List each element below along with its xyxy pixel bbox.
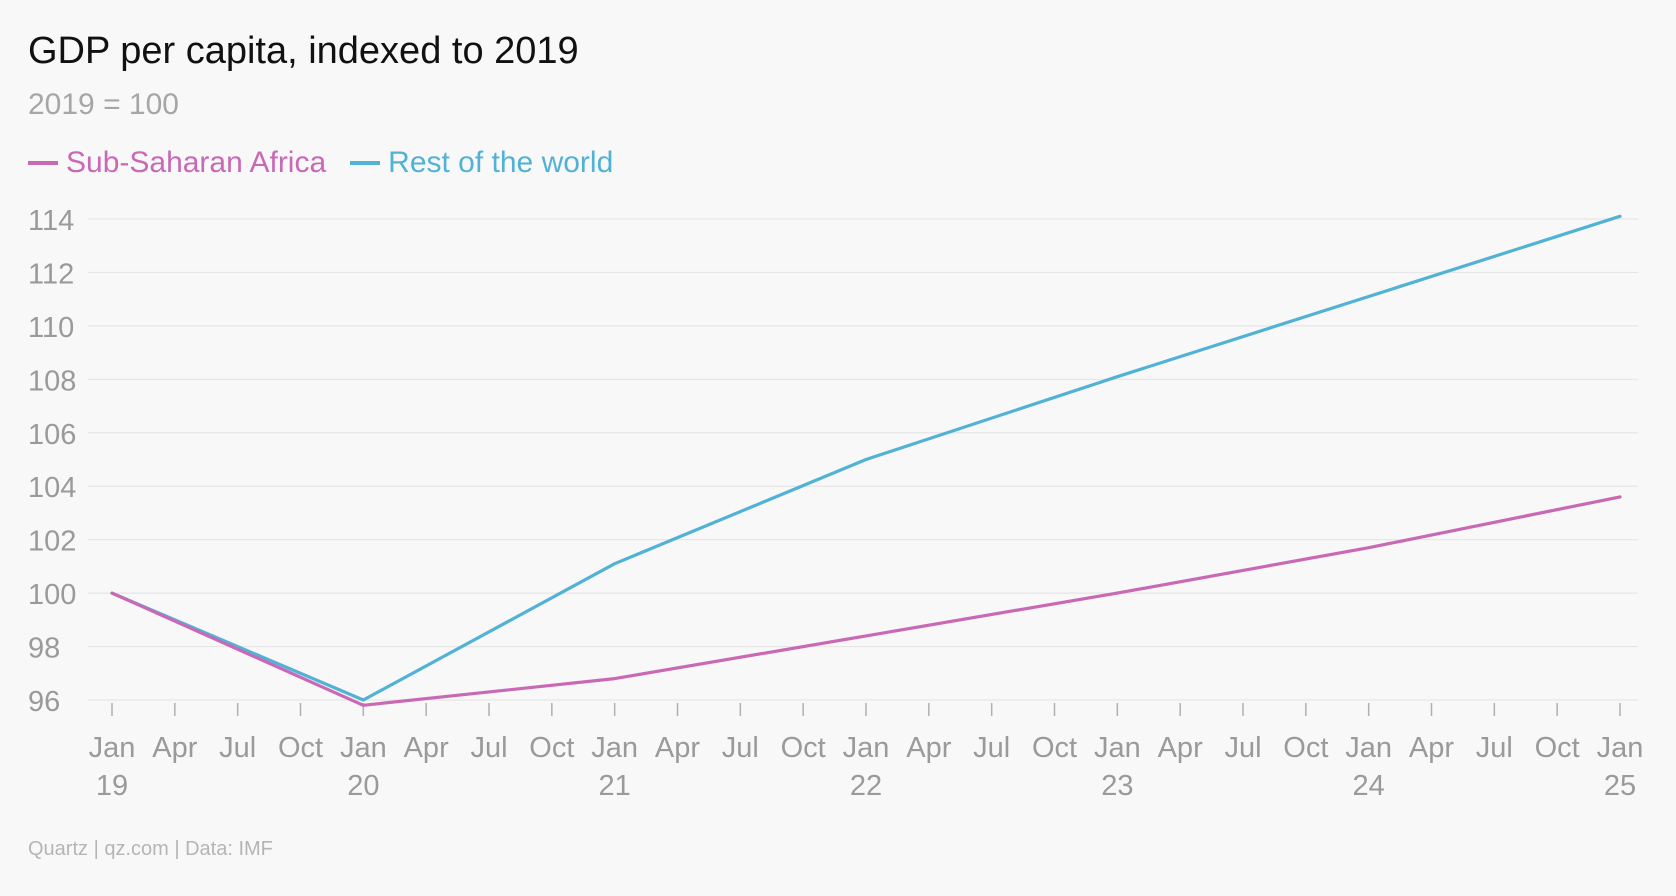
x-tick-label-month: Jul — [470, 732, 507, 764]
x-tick-label-month: Apr — [1409, 732, 1454, 764]
y-tick-label: 98 — [28, 633, 60, 665]
x-tick-label-month: Oct — [529, 732, 574, 764]
x-tick-label-month: Jul — [1224, 732, 1261, 764]
x-tick-label-month: Jul — [1476, 732, 1513, 764]
series-lines — [110, 214, 1622, 707]
x-tick-label-month: Jul — [722, 732, 759, 764]
gridlines — [88, 218, 1638, 701]
source-note: Quartz | qz.com | Data: IMF — [28, 838, 273, 860]
series-line-rest-of-the-world — [110, 214, 1622, 702]
x-tick-label-year: 20 — [347, 770, 379, 802]
y-tick-label: 110 — [28, 312, 74, 344]
x-tick-label-month: Jan — [89, 732, 136, 764]
legend-item-rest-of-the-world: Rest of the world — [350, 146, 613, 180]
chart-subtitle: 2019 = 100 — [28, 88, 179, 121]
y-tick-label: 104 — [28, 472, 76, 504]
x-tick-label-year: 23 — [1101, 770, 1133, 802]
y-tick-label: 96 — [28, 686, 60, 718]
y-tick-label: 114 — [28, 205, 74, 237]
legend-swatch-sub-saharan-africa — [28, 161, 58, 165]
y-tick-label: 102 — [28, 526, 76, 558]
x-tick-label-year: 22 — [850, 770, 882, 802]
legend-swatch-rest-of-the-world — [350, 161, 381, 165]
legend-label-sub-saharan-africa: Sub-Saharan Africa — [66, 146, 327, 179]
x-tick-label-year: 21 — [599, 770, 631, 802]
x-tick-label-month: Jan — [1094, 732, 1141, 764]
x-tick-label-year: 25 — [1604, 770, 1636, 802]
x-tick-label-month: Jan — [591, 732, 638, 764]
legend-label-rest-of-the-world: Rest of the world — [388, 146, 614, 179]
y-tick-label: 100 — [28, 579, 76, 611]
x-tick-label-month: Apr — [404, 732, 449, 764]
x-tick-label-month: Jan — [843, 732, 890, 764]
x-tick-label-month: Jan — [340, 732, 387, 764]
x-tick-label-year: 19 — [96, 770, 128, 802]
x-tick-label-month: Oct — [1283, 732, 1328, 764]
x-tick-label-month: Apr — [655, 732, 700, 764]
series-line-sub-saharan-africa — [110, 495, 1622, 707]
x-tick-label-month: Oct — [781, 732, 826, 764]
x-tick-label-month: Jul — [219, 732, 256, 764]
x-tick-label-month: Apr — [152, 732, 197, 764]
x-axis-ticks: Jan 19 Apr Jul Oct Jan 20 Apr Jul Oct Jan 21 Apr Jul O… — [89, 703, 1644, 802]
x-tick-label-year: 24 — [1353, 770, 1385, 802]
x-tick-label-month: Oct — [1032, 732, 1077, 764]
x-tick-label-month: Oct — [1535, 732, 1580, 764]
y-tick-label: 108 — [28, 365, 76, 397]
y-tick-label: 106 — [28, 419, 76, 451]
chart-title: GDP per capita, indexed to 2019 — [28, 30, 579, 72]
legend-item-sub-saharan-africa: Sub-Saharan Africa — [28, 146, 326, 180]
x-tick-label-month: Jan — [1345, 732, 1392, 764]
x-tick-label-month: Apr — [906, 732, 951, 764]
y-tick-label: 112 — [28, 258, 74, 290]
x-tick-label-month: Apr — [1158, 732, 1203, 764]
y-axis-tick-labels: 96 98 100 102 104 106 108 110 112 114 — [28, 205, 76, 718]
legend: Sub-Saharan Africa Rest of the world — [28, 146, 637, 180]
x-tick-label-month: Jul — [973, 732, 1010, 764]
x-tick-label-month: Oct — [278, 732, 323, 764]
x-tick-label-month: Jan — [1597, 732, 1644, 764]
